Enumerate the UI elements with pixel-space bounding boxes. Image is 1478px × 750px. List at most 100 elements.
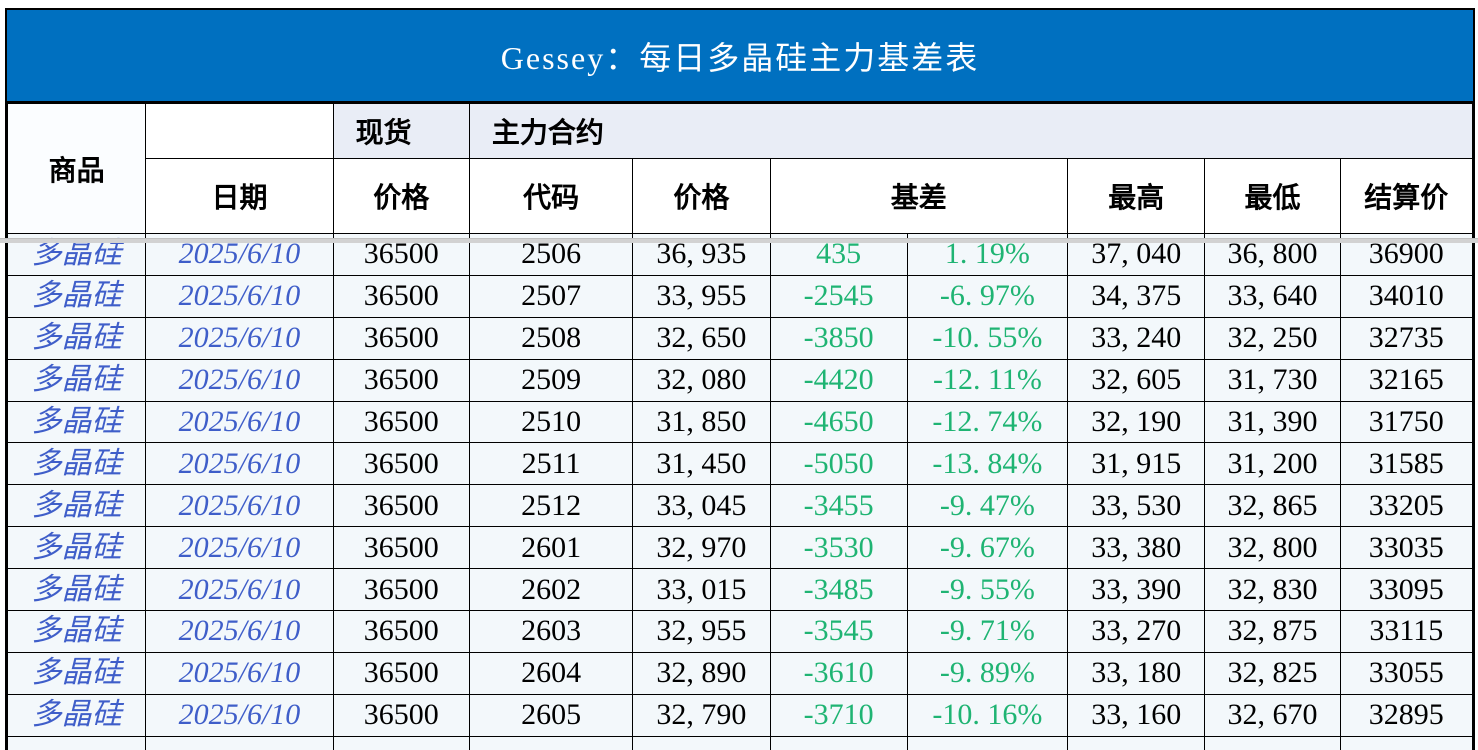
cell-settlement: 31585 — [1339, 442, 1474, 486]
header-row-columns: 日期 价格 代码 价格 基差 最高 最低 结算价 — [8, 158, 1474, 234]
col-header-empty — [145, 103, 334, 159]
cell-settlement: 33205 — [1339, 484, 1474, 528]
cell-basis-pct: -9. 47% — [906, 484, 1069, 528]
cell-basis-pct: -10. 16% — [906, 693, 1069, 737]
cell-contract-price: 33, 015 — [632, 568, 771, 612]
cell-date: 2025/6/10 — [145, 400, 334, 444]
cell-basis: -3610 — [769, 651, 908, 695]
basis-report-sheet: Gessey：每日多晶硅主力基差表 商品 现货 主力合约 日期 价格 — [5, 8, 1475, 750]
table-row: 多晶硅 2025/6/10 36500 2509 32, 080 -4420 -… — [6, 358, 1474, 402]
table-body: 多晶硅 2025/6/10 36500 2506 36, 935 435 1. … — [6, 233, 1474, 737]
cell-basis-pct: -12. 11% — [906, 358, 1069, 402]
cell-contract-price: 32, 080 — [632, 358, 771, 402]
table-row: 多晶硅 2025/6/10 36500 2511 31, 450 -5050 -… — [6, 442, 1474, 486]
cell-low: 32, 670 — [1204, 693, 1341, 737]
cell-settlement: 33115 — [1339, 610, 1474, 653]
col-header-code: 代码 — [468, 158, 634, 234]
cell-date — [145, 735, 334, 750]
cell-contract-code: 2601 — [468, 526, 634, 570]
partial-row — [6, 735, 1474, 750]
cell-spot-price: 36500 — [332, 442, 470, 486]
table-footer — [6, 735, 1474, 750]
cell-high: 33, 270 — [1067, 610, 1206, 653]
cell-high: 32, 190 — [1067, 400, 1206, 444]
col-group-spot: 现货 — [332, 103, 470, 159]
cell-low: 32, 800 — [1204, 526, 1341, 570]
cell-settlement: 33095 — [1339, 568, 1474, 612]
cell-date: 2025/6/10 — [145, 568, 334, 612]
cell-basis — [769, 735, 908, 750]
cell-commodity: 多晶硅 — [6, 651, 147, 695]
cell-basis: -3850 — [769, 316, 908, 360]
cell-contract-price: 32, 650 — [632, 316, 771, 360]
report-title-bar: Gessey：每日多晶硅主力基差表 — [7, 10, 1473, 103]
cell-settlement: 32895 — [1339, 693, 1474, 737]
cell-contract-price: 32, 955 — [632, 610, 771, 653]
col-header-low: 最低 — [1204, 158, 1341, 234]
table-row: 多晶硅 2025/6/10 36500 2507 33, 955 -2545 -… — [6, 274, 1474, 318]
cell-contract-code: 2512 — [468, 484, 634, 528]
cell-high — [1067, 735, 1206, 750]
cell-contract-price — [632, 735, 771, 750]
table-row: 多晶硅 2025/6/10 36500 2510 31, 850 -4650 -… — [6, 400, 1474, 444]
cell-basis: -5050 — [769, 442, 908, 486]
cell-spot-price: 36500 — [332, 526, 470, 570]
cell-settlement: 32165 — [1339, 358, 1474, 402]
cell-basis: -3485 — [769, 568, 908, 612]
cell-basis-pct: -9. 71% — [906, 610, 1069, 653]
cell-contract-code: 2603 — [468, 610, 634, 653]
cell-high: 31, 915 — [1067, 442, 1206, 486]
cell-basis-pct: -13. 84% — [906, 442, 1069, 486]
cell-settlement: 33035 — [1339, 526, 1474, 570]
cell-spot-price: 36500 — [332, 610, 470, 653]
cell-low: 33, 640 — [1204, 274, 1341, 318]
cell-high: 34, 375 — [1067, 274, 1206, 318]
cell-basis: -4650 — [769, 400, 908, 444]
cell-basis-pct: -10. 55% — [906, 316, 1069, 360]
cell-date: 2025/6/10 — [145, 484, 334, 528]
cell-date: 2025/6/10 — [145, 358, 334, 402]
cell-high: 33, 380 — [1067, 526, 1206, 570]
cell-low: 32, 865 — [1204, 484, 1341, 528]
cell-contract-code: 2511 — [468, 442, 634, 486]
table-row: 多晶硅 2025/6/10 36500 2602 33, 015 -3485 -… — [6, 568, 1474, 612]
cell-settlement: 34010 — [1339, 274, 1474, 318]
col-header-settlement: 结算价 — [1339, 158, 1474, 234]
col-header-price: 价格 — [632, 158, 771, 234]
col-header-spot-price: 价格 — [332, 158, 470, 234]
cell-basis: -3710 — [769, 693, 908, 737]
cell-spot-price: 36500 — [332, 651, 470, 695]
cell-contract-price: 33, 955 — [632, 274, 771, 318]
cell-high: 33, 180 — [1067, 651, 1206, 695]
cell-contract-price: 33, 045 — [632, 484, 771, 528]
cell-contract-code: 2604 — [468, 651, 634, 695]
cell-date: 2025/6/10 — [145, 610, 334, 653]
cell-commodity: 多晶硅 — [6, 526, 147, 570]
header-row-groups: 商品 现货 主力合约 — [6, 103, 1474, 234]
cell-contract-price: 32, 890 — [632, 651, 771, 695]
cell-commodity: 多晶硅 — [6, 610, 147, 653]
cell-low: 31, 200 — [1204, 442, 1341, 486]
cell-contract-code: 2509 — [468, 358, 634, 402]
cell-low: 32, 830 — [1204, 568, 1341, 612]
cell-high: 33, 240 — [1067, 316, 1206, 360]
cell-low — [1204, 735, 1341, 750]
cell-spot-price: 36500 — [332, 568, 470, 612]
cell-spot-price — [332, 735, 470, 750]
cell-date: 2025/6/10 — [145, 274, 334, 318]
table-row: 多晶硅 2025/6/10 36500 2603 32, 955 -3545 -… — [6, 610, 1474, 653]
cell-commodity: 多晶硅 — [6, 316, 147, 360]
cell-date: 2025/6/10 — [145, 316, 334, 360]
cell-contract-price: 32, 970 — [632, 526, 771, 570]
table-row: 多晶硅 2025/6/10 36500 2604 32, 890 -3610 -… — [6, 651, 1474, 695]
cell-commodity: 多晶硅 — [6, 358, 147, 402]
cell-date: 2025/6/10 — [145, 693, 334, 737]
cell-contract-code: 2510 — [468, 400, 634, 444]
frozen-pane-divider — [0, 238, 1478, 243]
cell-basis-pct: -6. 97% — [906, 274, 1069, 318]
cell-date: 2025/6/10 — [145, 526, 334, 570]
cell-commodity — [6, 735, 147, 750]
cell-low: 31, 390 — [1204, 400, 1341, 444]
table-row: 多晶硅 2025/6/10 36500 2512 33, 045 -3455 -… — [6, 484, 1474, 528]
